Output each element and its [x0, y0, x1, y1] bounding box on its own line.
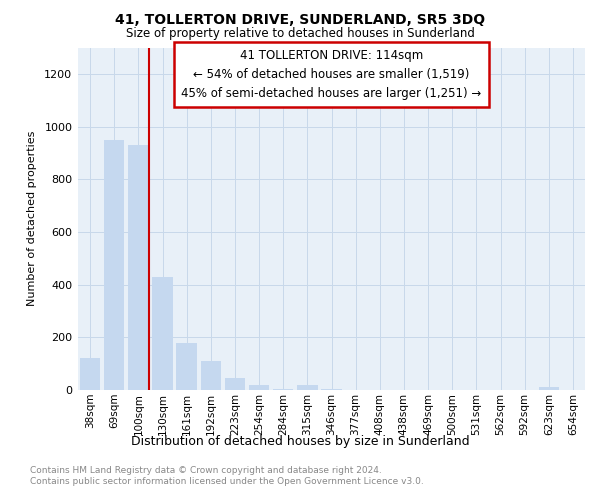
Text: Contains HM Land Registry data © Crown copyright and database right 2024.: Contains HM Land Registry data © Crown c… — [30, 466, 382, 475]
Bar — [176, 342, 197, 390]
Bar — [104, 140, 124, 390]
Bar — [297, 386, 317, 390]
Bar — [249, 386, 269, 390]
Bar — [539, 388, 559, 390]
Y-axis label: Number of detached properties: Number of detached properties — [28, 131, 37, 306]
Text: Contains public sector information licensed under the Open Government Licence v3: Contains public sector information licen… — [30, 478, 424, 486]
Bar — [273, 388, 293, 390]
Bar — [200, 361, 221, 390]
Bar — [128, 145, 149, 390]
Text: Distribution of detached houses by size in Sunderland: Distribution of detached houses by size … — [131, 435, 469, 448]
Bar — [224, 378, 245, 390]
Text: 41 TOLLERTON DRIVE: 114sqm
← 54% of detached houses are smaller (1,519)
45% of s: 41 TOLLERTON DRIVE: 114sqm ← 54% of deta… — [181, 49, 482, 100]
Text: 41, TOLLERTON DRIVE, SUNDERLAND, SR5 3DQ: 41, TOLLERTON DRIVE, SUNDERLAND, SR5 3DQ — [115, 12, 485, 26]
Bar — [152, 276, 173, 390]
Text: Size of property relative to detached houses in Sunderland: Size of property relative to detached ho… — [125, 28, 475, 40]
Bar — [80, 358, 100, 390]
